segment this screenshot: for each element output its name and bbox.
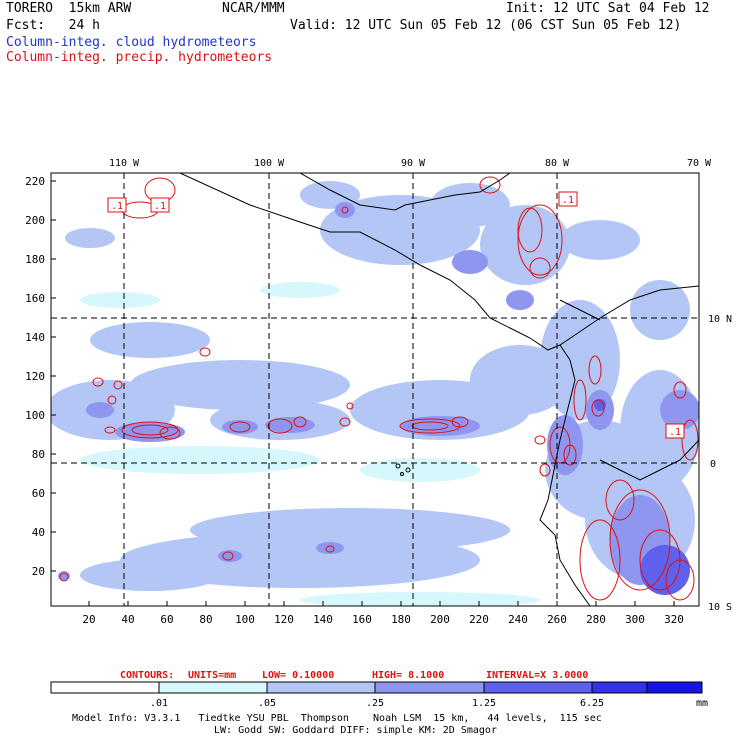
x-tick-label: 60	[160, 613, 173, 626]
y-tick-label: 40	[32, 526, 45, 539]
contour-label: .1	[669, 427, 681, 438]
x-tick-label: 120	[274, 613, 294, 626]
init-time: Init: 12 UTC Sat 04 Feb 12	[506, 1, 710, 16]
lat-label: 10 S	[708, 602, 732, 613]
x-tick-label: 240	[508, 613, 528, 626]
x-tick-label: 100	[235, 613, 255, 626]
x-tick-label: 140	[313, 613, 333, 626]
x-tick-label: 160	[352, 613, 372, 626]
x-tick-label: 20	[82, 613, 95, 626]
y-tick-label: 200	[25, 214, 45, 227]
units-label: UNITS=mm	[188, 670, 236, 681]
colorbar	[50, 681, 703, 694]
y-tick-label: 80	[32, 448, 45, 461]
lon-label: 110 W	[109, 158, 140, 169]
colorbar-label: .25	[366, 698, 384, 709]
cloud-hydrometeor-field	[51, 181, 699, 606]
x-tick-label: 220	[469, 613, 489, 626]
valid-time: Valid: 12 UTC Sun 05 Feb 12 (06 CST Sun …	[290, 18, 682, 33]
contour-label-boxes	[107, 191, 685, 439]
x-tick-label: 180	[391, 613, 411, 626]
y-tick-label: 180	[25, 253, 45, 266]
x-tick-label: 40	[121, 613, 134, 626]
lon-label: 70 W	[687, 158, 712, 169]
x-tick-label: 260	[547, 613, 567, 626]
lon-label: 90 W	[401, 158, 426, 169]
high-label: HIGH= 8.1000	[372, 670, 444, 681]
x-tick-label: 280	[586, 613, 606, 626]
latlon-grid	[51, 173, 699, 606]
lat-label: 10 N	[708, 314, 732, 325]
field-cloud-label: Column-integ. cloud hydrometeors	[6, 35, 257, 50]
model-info-line1: Model Info: V3.3.1 Tiedtke YSU PBL Thomp…	[72, 713, 602, 724]
plot-frame	[50, 172, 700, 607]
colorbar-label: 1.25	[472, 698, 496, 709]
contour-label: .1	[562, 195, 574, 206]
x-tick-label: 300	[625, 613, 645, 626]
model-name: TORERO 15km ARW	[6, 1, 132, 16]
y-tick-label: 100	[25, 409, 45, 422]
lat-label: 0	[710, 459, 716, 470]
y-tick-label: 220	[25, 175, 45, 188]
lon-label: 80 W	[545, 158, 570, 169]
lon-label: 100 W	[254, 158, 285, 169]
model-info-line2: LW: Godd SW: Goddard DIFF: simple KM: 2D…	[214, 725, 497, 736]
center-name: NCAR/MMM	[222, 1, 285, 16]
forecast-hour: Fcst: 24 h	[6, 18, 100, 33]
x-tick-label: 320	[664, 613, 684, 626]
y-tick-label: 140	[25, 331, 45, 344]
field-precip-label: Column-integ. precip. hydrometeors	[6, 50, 273, 65]
colorbar-label: .01	[150, 698, 168, 709]
colorbar-unit: mm	[696, 698, 708, 709]
contour-label: .1	[154, 201, 166, 212]
precip-hydrometeor-contours	[59, 176, 699, 601]
y-tick-label: 120	[25, 370, 45, 383]
y-tick-label: 60	[32, 487, 45, 500]
colorbar-label: 6.25	[580, 698, 604, 709]
interval-label: INTERVAL=X 3.0000	[486, 670, 588, 681]
y-tick-label: 20	[32, 565, 45, 578]
y-ticks	[51, 180, 56, 572]
low-label: LOW= 0.10000	[262, 670, 334, 681]
y-tick-label: 160	[25, 292, 45, 305]
contours-label: CONTOURS:	[120, 670, 174, 681]
coastlines	[179, 173, 699, 606]
x-tick-label: 80	[199, 613, 212, 626]
colorbar-label: .05	[258, 698, 276, 709]
contour-label: .1	[111, 201, 123, 212]
x-tick-label: 200	[430, 613, 450, 626]
x-ticks	[88, 601, 675, 606]
